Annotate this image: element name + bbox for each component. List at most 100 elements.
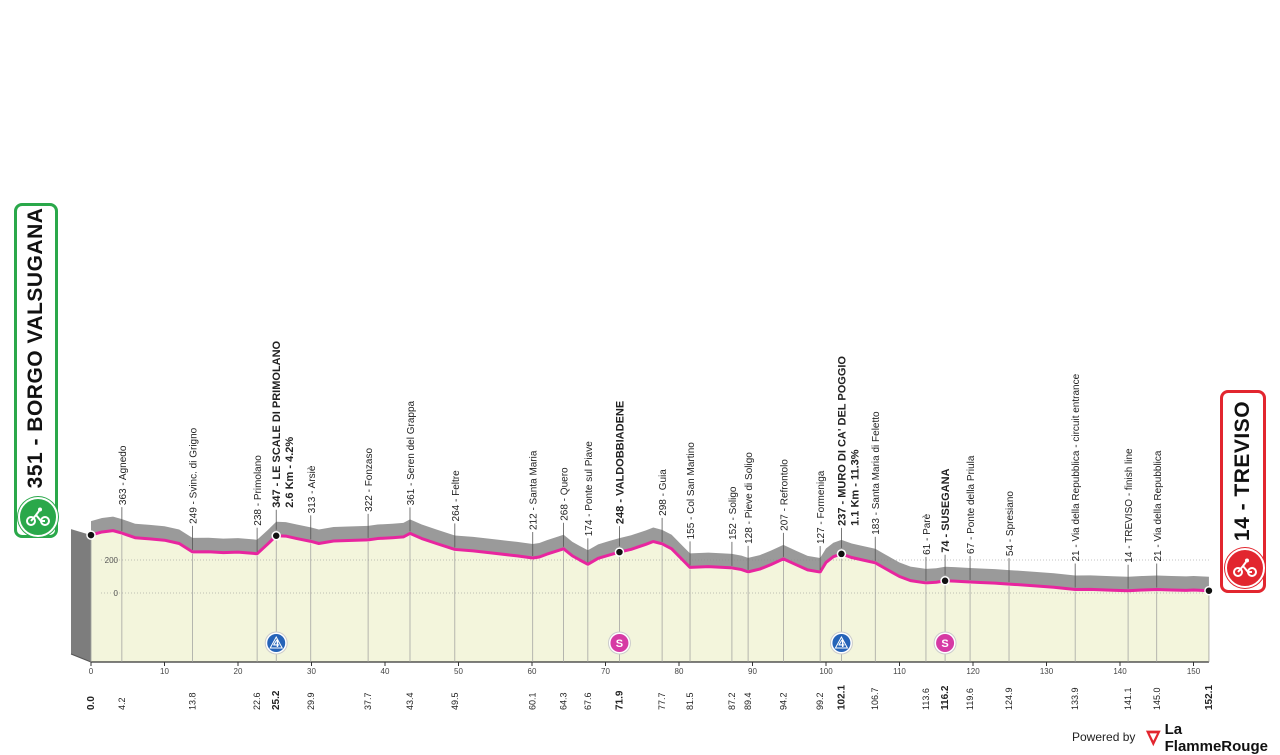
place-label: 54 - Spresiano <box>1005 491 1016 556</box>
place-marker-dot <box>271 530 281 541</box>
place-km-label: 106.7 <box>870 687 880 710</box>
climb-badge: 4 <box>264 631 288 655</box>
place-label: 248 - VALDOBBIADENE <box>614 401 626 524</box>
place-label: 155 - Col San Martino <box>686 442 697 540</box>
place-label: 127 - Formeniga <box>816 470 827 544</box>
place-km-label: 119.6 <box>965 688 975 710</box>
place-km-label: 113.6 <box>921 688 931 710</box>
place-km-label: 71.9 <box>614 690 625 710</box>
place-label: 322 - Fonzaso <box>364 448 375 512</box>
sprint-badge: S <box>933 631 957 655</box>
place-label: 249 - Svinc. di Grigno <box>188 427 199 524</box>
place-marker-dot <box>836 549 847 559</box>
place-km-label: 94.2 <box>778 692 788 710</box>
place-label: 361 - Seren del Grappa <box>406 400 417 505</box>
km-tick-label: 90 <box>748 667 757 676</box>
km-tick-label: 120 <box>966 667 980 676</box>
badge-letter: 4 <box>273 638 280 650</box>
place-km-label: 133.9 <box>1070 687 1080 710</box>
route-path <box>90 529 1209 593</box>
brand-name: La FlammeRouge <box>1164 721 1268 755</box>
badge-disc <box>610 634 629 652</box>
km-tick-label: 130 <box>1040 667 1054 676</box>
km-tick-label: 100 <box>819 667 833 676</box>
place-label: 237 - MURO DI CA' DEL POGGIO <box>836 356 848 526</box>
place-km-label: 67.6 <box>583 692 593 710</box>
place-km-label: 152.1 <box>1204 685 1215 710</box>
place-label: 74 - SUSEGANA <box>940 468 952 552</box>
place-km-label: 87.2 <box>727 692 737 710</box>
place-label: 67 - Ponte della Priula <box>966 455 977 554</box>
place-km-label: 0.0 <box>86 696 97 710</box>
km-tick-label: 150 <box>1187 667 1201 676</box>
km-tick-label: 20 <box>234 667 243 676</box>
route-line <box>90 529 1209 593</box>
place-km-label: 60.1 <box>528 692 538 710</box>
place-marker-dot <box>614 547 625 557</box>
place-km-label: 89.4 <box>743 692 753 710</box>
place-km-label: 102.1 <box>836 685 847 710</box>
place-label: 298 - Guia <box>658 469 669 516</box>
mountain-icon <box>834 635 849 649</box>
km-tick-label: 70 <box>601 667 610 676</box>
flamme-rouge-icon <box>1145 730 1161 747</box>
place-marker-dot <box>86 530 96 540</box>
km-axis: 0 10 20 30 40 50 60 70 80 90 100 110 120 130 140 150 0.0… <box>86 662 1215 710</box>
start-town-badge: 351 - BORGO VALSUGANA <box>14 203 58 538</box>
place-labels: 363 - Agnedo 249 - Svinc. di Grigno 238 - … <box>118 340 1164 562</box>
place-km-label: 25.2 <box>271 690 282 710</box>
place-markers: 4 S 4 S <box>86 507 1214 662</box>
place-label: 268 - Quero <box>560 467 571 521</box>
place-km-label: 77.7 <box>657 692 667 710</box>
place-label: 238 - Primolano <box>253 455 264 526</box>
km-tick-label: 110 <box>893 667 906 676</box>
place-label: 61 - Parè <box>922 513 933 555</box>
relief-shading <box>91 516 1209 591</box>
place-label: 14 - TREVISO - finish line <box>1124 448 1135 563</box>
place-label: 207 - Refrontolo <box>779 459 790 531</box>
climb-stats-label: 1.1 Km - 11.3% <box>849 449 861 526</box>
brand-logo: La FlammeRouge <box>1145 721 1280 755</box>
place-km-label: 99.2 <box>815 692 825 710</box>
altitude-tick-label: 200 <box>105 556 119 565</box>
place-label: 152 - Soligo <box>728 486 739 540</box>
place-km-label: 116.2 <box>940 685 951 710</box>
base-edge <box>70 653 92 663</box>
place-km-label: 64.3 <box>559 692 569 710</box>
mountain-icon <box>269 635 284 649</box>
badge-letter: 4 <box>838 638 845 650</box>
km-tick-label: 40 <box>381 667 390 676</box>
place-label: 347 - LE SCALE DI PRIMOLANO <box>271 340 283 507</box>
sprint-badge: S <box>607 631 631 655</box>
climb-badge: 4 <box>829 631 853 655</box>
badge-letter: S <box>941 638 948 650</box>
place-km-label: 4.2 <box>117 697 127 710</box>
altitude-tick-label: 0 <box>114 589 119 598</box>
profile-left-wall <box>71 529 91 662</box>
place-km-label: 141.1 <box>1123 687 1133 710</box>
place-label: 264 - Feltre <box>451 470 462 522</box>
place-km-label: 37.7 <box>363 692 373 710</box>
place-km-label: 43.4 <box>405 692 415 710</box>
finish-town-label: 14 - TREVISO <box>1231 400 1254 542</box>
place-km-label: 145.0 <box>1152 687 1162 710</box>
place-km-label: 81.5 <box>685 692 695 710</box>
km-tick-label: 0 <box>89 667 94 676</box>
cyclist-icon <box>18 497 58 537</box>
km-tick-label: 60 <box>528 667 537 676</box>
profile-base <box>70 516 1210 663</box>
place-km-label: 22.6 <box>252 692 262 710</box>
place-marker-dot <box>940 576 950 586</box>
km-tick-label: 140 <box>1113 667 1127 676</box>
place-km-label: 124.9 <box>1004 687 1014 710</box>
km-tick-label: 80 <box>675 667 684 676</box>
place-label: 174 - Ponte sul Piave <box>584 441 595 536</box>
place-label: 183 - Santa Maria di Feletto <box>871 411 882 535</box>
place-label: 313 - Arsiè <box>307 465 318 513</box>
climb-stats-label: 2.6 Km - 4.2% <box>284 437 296 508</box>
place-km-label: 29.9 <box>306 692 316 710</box>
km-tick-label: 50 <box>454 667 463 676</box>
powered-by-text: Powered by <box>1072 730 1136 744</box>
